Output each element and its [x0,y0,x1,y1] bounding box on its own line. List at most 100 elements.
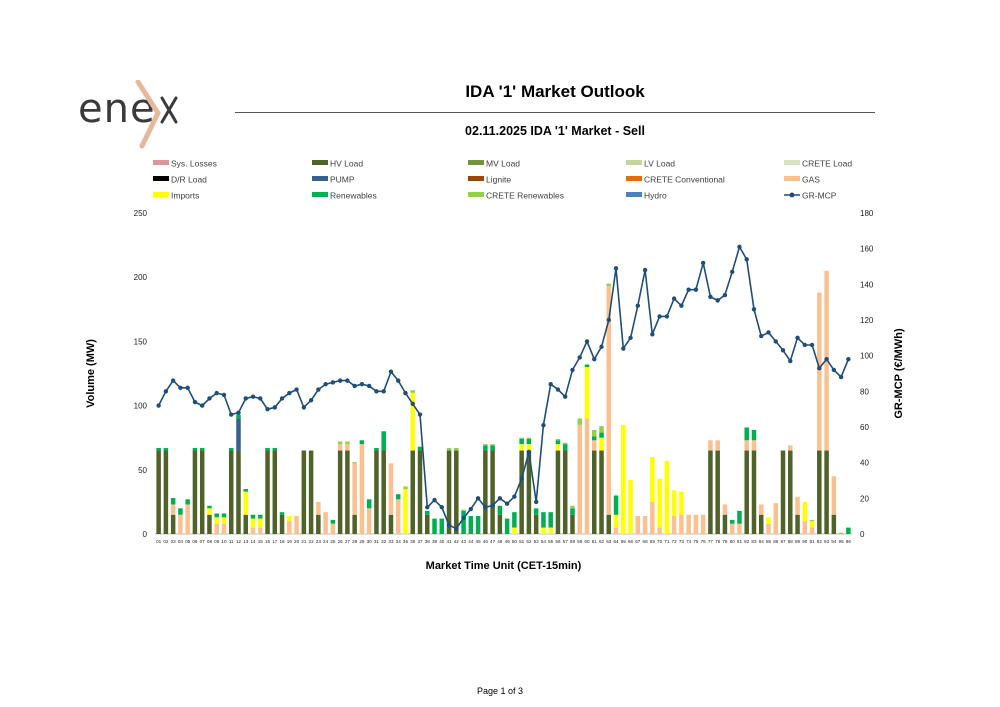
bar-hv-load [272,450,278,534]
x-tick-label: 21 [301,539,307,544]
bar-renewables [584,364,590,368]
gr-mcp-point [214,390,219,396]
x-tick-label: 27 [345,539,351,544]
gr-mcp-point [345,378,350,383]
bar-renewables [737,510,742,524]
bar-gas [330,523,336,534]
gr-mcp-point [541,423,546,428]
y2-tick-label: 60 [860,423,869,432]
x-tick-label: 07 [200,539,206,544]
bar-crete-renewables [454,447,459,451]
bar-hv-load [592,450,597,534]
bar-gas [795,496,800,515]
bar-hv-load [381,450,386,534]
bar-crete-renewables [809,519,815,522]
bar-crete-renewables [519,437,524,439]
bar-crete-renewables [345,441,350,445]
x-tick-label: 47 [490,539,496,544]
bar-renewables [512,512,517,528]
bar-gas [606,286,612,515]
bar-renewables [562,444,568,451]
gr-mcp-point [199,403,205,408]
bar-gas [635,516,641,534]
legend-label: MV Load [486,159,520,169]
bar-imports [555,444,561,451]
bar-renewables [330,519,336,524]
x-tick-label: 55 [548,539,554,544]
gr-mcp-point [722,292,728,298]
bar-hv-load [228,450,234,534]
gr-mcp-point [468,506,474,512]
x-tick-label: 32 [381,539,387,544]
legend-label: Lignite [486,175,511,185]
x-tick-label: 33 [388,539,394,544]
x-tick-label: 92 [817,539,823,544]
x-tick-label: 03 [171,539,177,544]
bar-gas [817,292,822,451]
gr-mcp-point [693,287,699,292]
legend-line-marker [789,192,795,198]
x-tick-label: 87 [780,539,786,544]
x-tick-label: 80 [730,539,736,544]
bar-gas [178,514,183,534]
bar-hv-load [374,450,379,534]
gr-mcp-point [526,449,532,455]
x-tick-label: 12 [236,539,242,544]
bar-crete-renewables [570,505,575,509]
bar-hv-load [207,514,212,534]
bar-gas [737,523,742,534]
x-tick-label: 39 [432,539,438,544]
gr-mcp-point [483,505,488,510]
bar-gas [366,508,372,534]
bar-renewables [272,447,278,451]
x-tick-label: 71 [664,539,670,544]
bar-hv-load [243,514,249,534]
bar-renewables [729,519,735,524]
bar-renewables [613,495,619,515]
gr-mcp-point [243,396,248,401]
legend-swatch [784,176,800,181]
x-tick-label: 37 [417,539,423,544]
gr-mcp-point [838,374,844,380]
bar-renewables [207,505,212,509]
bar-imports [519,444,524,451]
bar-renewables [541,512,546,528]
bar-hv-load [758,514,764,534]
y2-tick-label: 80 [860,387,869,396]
bar-renewables [846,527,851,534]
x-tick-label: 51 [519,539,525,544]
bar-renewables [243,489,249,492]
gr-mcp-point [323,382,328,387]
bar-crete-renewables [403,486,408,490]
x-tick-label: 54 [541,539,547,544]
legend-swatch [312,176,328,181]
bar-hv-load [533,514,539,534]
gr-mcp-point [381,389,386,394]
bar-crete-renewables [483,444,488,446]
gr-mcp-point [192,399,198,405]
bar-hv-load [751,450,757,534]
x-tick-label: 90 [802,539,808,544]
bar-renewables [744,427,749,441]
x-tick-label: 26 [338,539,344,544]
bar-renewables [185,499,190,505]
gr-mcp-point [330,380,336,385]
bar-renewables [214,513,219,518]
bar-crete-renewables [352,462,357,464]
legend-swatch [626,160,642,165]
x-tick-label: 18 [279,539,285,544]
gr-mcp-point [577,355,582,360]
bar-gas [294,516,299,534]
x-tick-label: 61 [592,539,598,544]
x-tick-label: 11 [229,539,234,544]
bar-renewables [533,508,539,515]
x-tick-label: 09 [214,539,220,544]
gr-mcp-point [592,357,597,362]
gr-mcp-point [156,403,161,408]
bar-crete-renewables [599,426,604,433]
bar-hv-load [170,514,176,534]
x-tick-label: 13 [243,539,249,544]
bar-gas [831,476,837,515]
legend-swatch [312,160,328,165]
bar-hv-load [715,450,720,534]
